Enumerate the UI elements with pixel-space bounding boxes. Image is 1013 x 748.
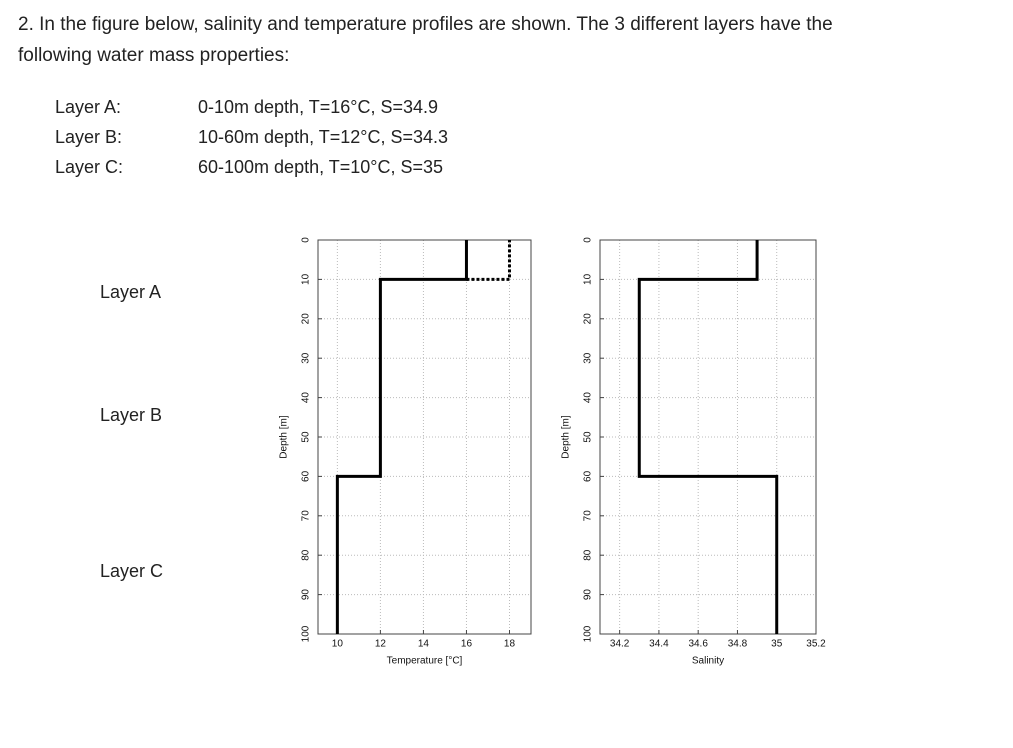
side-label: Layer B bbox=[100, 405, 163, 425]
x-tick-label: 34.2 bbox=[610, 639, 630, 650]
y-tick-label: 40 bbox=[583, 392, 594, 404]
layer-name: Layer A: bbox=[55, 97, 122, 117]
y-tick-label: 90 bbox=[301, 589, 312, 601]
profile-line bbox=[335, 240, 468, 634]
x-axis-label: Temperature [°C] bbox=[387, 656, 463, 667]
layer-name: Layer C: bbox=[55, 157, 124, 177]
y-tick-label: 10 bbox=[301, 273, 312, 285]
x-tick-label: 16 bbox=[461, 639, 473, 650]
y-tick-label: 70 bbox=[583, 510, 594, 522]
x-tick-label: 14 bbox=[418, 639, 430, 650]
y-axis-label: Depth [m] bbox=[561, 415, 572, 459]
y-tick-label: 60 bbox=[583, 470, 594, 482]
x-tick-label: 35 bbox=[771, 639, 783, 650]
profile-line bbox=[466, 240, 511, 281]
y-tick-label: 80 bbox=[583, 549, 594, 561]
x-tick-label: 12 bbox=[375, 639, 387, 650]
layer-name: Layer B: bbox=[55, 127, 123, 147]
y-tick-label: 50 bbox=[583, 431, 594, 443]
y-tick-label: 0 bbox=[583, 237, 594, 243]
y-tick-label: 30 bbox=[583, 352, 594, 364]
question-line: 2. In the figure below, salinity and tem… bbox=[18, 14, 833, 35]
layer-properties: 60-100m depth, T=10°C, S=35 bbox=[198, 157, 444, 177]
side-label: Layer C bbox=[100, 561, 164, 581]
layer-properties: 0-10m depth, T=16°C, S=34.9 bbox=[198, 97, 439, 117]
x-tick-label: 10 bbox=[332, 639, 344, 650]
x-tick-label: 34.6 bbox=[688, 639, 708, 650]
y-tick-label: 50 bbox=[301, 431, 312, 443]
x-tick-label: 34.8 bbox=[728, 639, 748, 650]
y-tick-label: 10 bbox=[583, 273, 594, 285]
y-tick-label: 100 bbox=[583, 625, 594, 642]
y-axis-label: Depth [m] bbox=[279, 415, 290, 459]
y-tick-label: 30 bbox=[301, 352, 312, 364]
side-label: Layer A bbox=[100, 282, 162, 302]
x-tick-label: 34.4 bbox=[649, 639, 669, 650]
y-tick-label: 20 bbox=[583, 313, 594, 325]
plot-frame bbox=[317, 239, 532, 635]
profile-line bbox=[637, 240, 779, 634]
x-tick-label: 35.2 bbox=[806, 639, 826, 650]
y-tick-label: 90 bbox=[583, 589, 594, 601]
question-line: following water mass properties: bbox=[18, 45, 290, 66]
x-tick-label: 18 bbox=[504, 639, 516, 650]
y-tick-label: 80 bbox=[301, 549, 312, 561]
plot-frame bbox=[599, 239, 817, 635]
layer-properties: 10-60m depth, T=12°C, S=34.3 bbox=[198, 127, 449, 147]
y-tick-label: 70 bbox=[301, 510, 312, 522]
y-tick-label: 60 bbox=[301, 470, 312, 482]
x-axis-label: Salinity bbox=[692, 656, 724, 667]
y-tick-label: 20 bbox=[301, 313, 312, 325]
y-tick-label: 100 bbox=[301, 625, 312, 642]
y-tick-label: 0 bbox=[301, 237, 312, 243]
y-tick-label: 40 bbox=[301, 392, 312, 404]
